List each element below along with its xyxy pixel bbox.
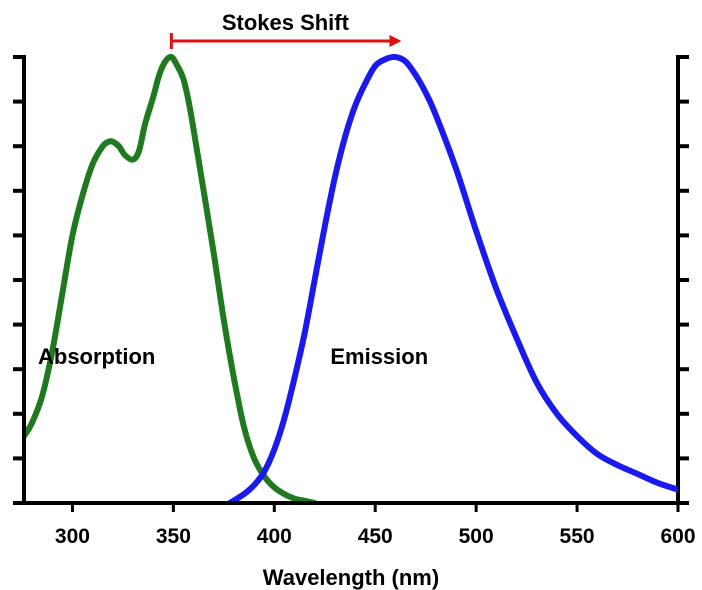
absorption-curve: [26, 53, 317, 501]
emission-curve: [227, 53, 678, 501]
x-tick-label: 350: [156, 525, 191, 548]
x-tick-label: 550: [560, 525, 595, 548]
x-tick-label: 450: [358, 525, 393, 548]
x-tick-label: 400: [257, 525, 292, 548]
axes: Wavelength (nm): [22, 55, 680, 590]
stokes-shift-arrow-head: [389, 35, 402, 47]
annotations: Absorption Emission Stokes Shift: [38, 10, 428, 369]
series-group: [26, 53, 678, 501]
emission-label: Emission: [330, 344, 428, 369]
x-tick-label: 600: [660, 525, 695, 548]
x-axis-title: Wavelength (nm): [263, 565, 439, 590]
x-tick-label: 500: [459, 525, 494, 548]
axis-ticks: 300 350 400 450 500 550 600: [13, 55, 696, 548]
absorption-label: Absorption: [38, 344, 155, 369]
stokes-shift-label: Stokes Shift: [222, 10, 350, 35]
x-tick-label: 300: [55, 525, 90, 548]
